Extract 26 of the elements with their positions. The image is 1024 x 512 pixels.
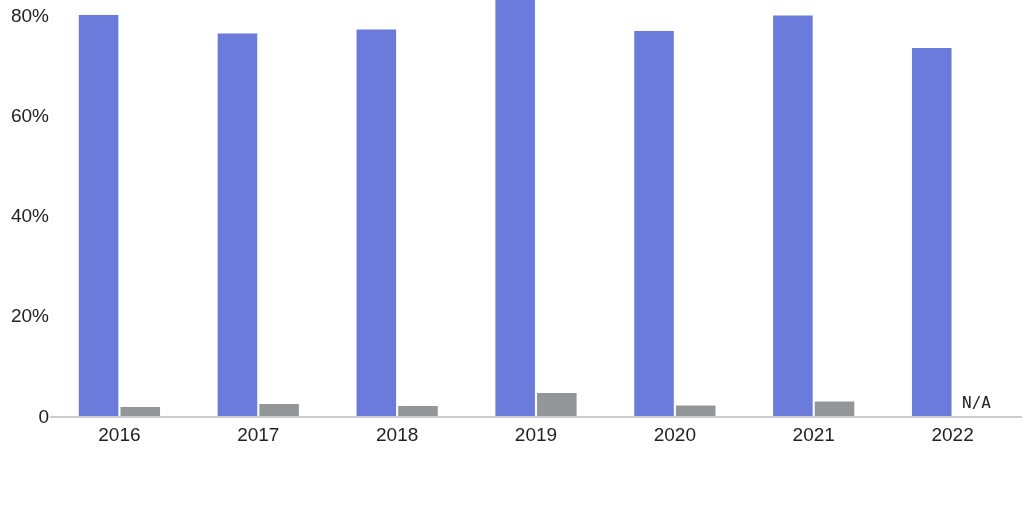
y-tick-label: 20% xyxy=(10,305,50,327)
x-tick-label: 2018 xyxy=(376,423,419,445)
y-tick-label: 60% xyxy=(10,104,50,126)
annotation: N/A xyxy=(962,393,992,412)
x-tick-label: 2021 xyxy=(792,423,835,445)
bar xyxy=(356,29,397,416)
bar xyxy=(911,48,952,416)
x-tick-label: 2019 xyxy=(514,423,558,445)
bar xyxy=(259,403,299,416)
x-tick-label: 2022 xyxy=(931,423,974,445)
y-tick-label: 40% xyxy=(10,205,50,227)
bar xyxy=(217,33,258,416)
bar xyxy=(537,392,577,416)
x-tick-label: 2016 xyxy=(98,423,141,445)
x-tick-label: 2020 xyxy=(653,423,696,445)
bar xyxy=(120,406,161,416)
bar xyxy=(398,405,438,416)
bar xyxy=(814,401,855,416)
y-tick-label: 80% xyxy=(10,4,50,26)
bar xyxy=(675,405,716,416)
bar xyxy=(634,31,674,416)
bar xyxy=(78,15,119,416)
bar xyxy=(495,0,535,416)
y-tick-label: 0 xyxy=(38,405,49,427)
x-tick-label: 2017 xyxy=(237,423,280,445)
bar xyxy=(773,15,813,416)
